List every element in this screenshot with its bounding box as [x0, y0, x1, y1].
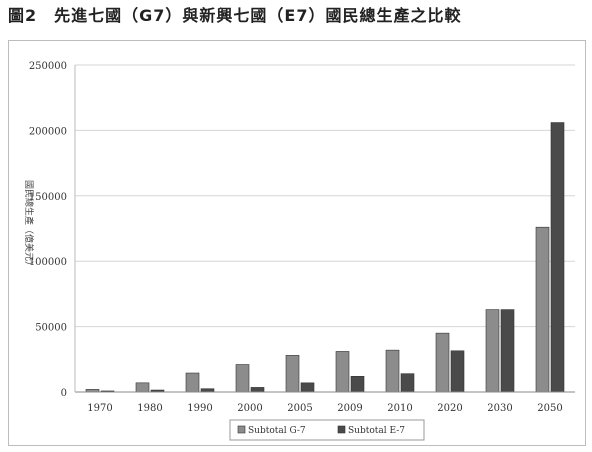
bar-e7-2009 — [350, 376, 365, 393]
chart-title: 圖2 先進七國（G7）與新興七國（E7）國民總生產之比較 — [8, 6, 462, 25]
bar-e7-2020 — [450, 350, 465, 393]
y-tick-label: 250000 — [29, 61, 67, 72]
bar-e7-2005 — [300, 382, 315, 393]
legend-swatch-e7 — [337, 425, 346, 434]
bar-g7-2030 — [485, 309, 500, 393]
bar-g7-2000 — [235, 364, 250, 393]
gridlines — [75, 64, 575, 328]
x-tick-label: 2005 — [287, 403, 312, 414]
x-tick-labels: 1970 1980 1990 2000 2005 2009 2010 2020 2030 2050 — [87, 403, 562, 414]
bar-g7-2010 — [385, 349, 400, 393]
legend-label-e7: Subtotal E-7 — [348, 426, 405, 436]
x-tick-label: 1990 — [187, 403, 212, 414]
bar-g7-1990 — [185, 372, 200, 393]
x-tick-label: 1980 — [137, 403, 162, 414]
y-axis-label: 國民總生產（億美元） — [23, 180, 35, 270]
legend-swatch-g7 — [237, 425, 246, 434]
y-tick-label: 200000 — [29, 126, 67, 137]
y-tick-label: 0 — [61, 388, 67, 399]
y-tick-label: 50000 — [35, 323, 67, 334]
x-tick-label: 2020 — [437, 403, 462, 414]
legend-label-g7: Subtotal G-7 — [248, 426, 306, 436]
bar-g7-2050 — [535, 226, 550, 393]
bar-e7-2010 — [400, 373, 415, 393]
bars — [85, 122, 565, 393]
x-tick-label: 2000 — [237, 403, 262, 414]
legend-box — [229, 419, 425, 441]
x-tick-label: 2050 — [537, 403, 562, 414]
legend: Subtotal G-7 Subtotal E-7 — [229, 419, 425, 441]
x-tick-label: 2030 — [487, 403, 512, 414]
bar-g7-2020 — [435, 332, 450, 393]
bar-e7-2000 — [250, 387, 265, 393]
x-tick-label: 1970 — [87, 403, 112, 414]
bar-e7-2030 — [500, 309, 515, 393]
y-tick-labels: 0 50000 100000 150000 200000 250000 — [29, 61, 67, 399]
bar-g7-2005 — [285, 355, 300, 393]
y-tick-label: 100000 — [29, 257, 67, 268]
y-tick-label: 150000 — [29, 192, 67, 203]
bar-e7-2050 — [550, 122, 565, 393]
x-tick-label: 2010 — [387, 403, 412, 414]
bar-g7-2009 — [335, 351, 350, 393]
bar-g7-1980 — [135, 382, 150, 393]
x-tick-label: 2009 — [337, 403, 362, 414]
